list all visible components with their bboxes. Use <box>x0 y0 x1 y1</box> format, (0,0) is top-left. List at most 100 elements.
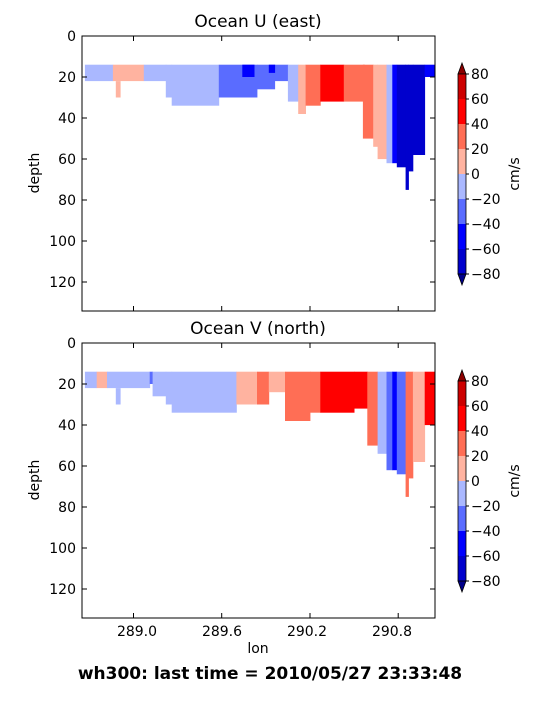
contour-cell <box>268 64 276 73</box>
colorbar-tick-marks <box>466 380 469 582</box>
contour-cell <box>107 371 151 389</box>
x-ticks <box>133 36 399 311</box>
colorbar-label: cm/s <box>507 464 523 497</box>
y-tick-label: 20 <box>58 70 76 86</box>
colorbar-tick-label: 60 <box>471 399 489 415</box>
contour-cell <box>115 388 121 405</box>
contour-cell <box>285 371 311 421</box>
colorbar: 80 60 40 20 0 −20 −40 −60 −80 cm/s <box>457 61 523 287</box>
colorbar-tick-label: 80 <box>471 374 489 390</box>
colorbar-bin <box>458 481 466 506</box>
plot-frame <box>81 342 436 619</box>
colorbar-tick-label: −20 <box>471 192 501 208</box>
colorbar-bin <box>458 531 466 556</box>
colorbar-tick-label: −60 <box>471 549 501 565</box>
contour-cell <box>396 64 406 168</box>
contour-cell <box>257 371 270 405</box>
colorbar-bin <box>458 506 466 531</box>
contour-cell <box>274 64 289 82</box>
y-tick-label: 120 <box>49 275 76 291</box>
colorbar-tick-label: −20 <box>471 499 501 515</box>
contour-cell <box>152 371 167 397</box>
contour-cell <box>405 371 409 497</box>
contour-cell <box>412 371 426 462</box>
colorbar-tick-label: −80 <box>471 267 501 283</box>
contour-cell <box>320 64 345 102</box>
colorbar-tick-label: 40 <box>471 117 489 133</box>
contour-cell <box>84 64 114 82</box>
colorbar-extend-bottom <box>457 273 467 287</box>
x-tick-label: 289.0 <box>117 624 157 640</box>
contour-cell <box>310 371 321 413</box>
colorbar-bin <box>458 431 466 456</box>
contour-cell <box>392 371 398 471</box>
contour-cell <box>377 64 387 160</box>
colorbar-bin <box>458 406 466 431</box>
y-tick-label: 100 <box>49 234 76 250</box>
contour-cell <box>298 64 306 114</box>
contour-cell <box>171 64 220 106</box>
colorbar-bin <box>458 381 466 406</box>
contour-cell <box>362 64 374 139</box>
panel-ocean-v: Ocean V (north) 0 20 40 60 80 100 120 de… <box>27 319 523 657</box>
y-tick-label: 0 <box>67 336 76 352</box>
colorbar-extend-bottom <box>457 580 467 594</box>
colorbar-bin <box>458 99 466 124</box>
y-tick-marks <box>82 35 435 283</box>
colorbar-bin <box>458 224 466 249</box>
contour-cell <box>149 371 153 384</box>
y-tick-label: 40 <box>58 111 76 127</box>
contour-cell <box>96 371 108 389</box>
contour-cell <box>408 371 414 479</box>
y-axis-label: depth <box>27 460 43 501</box>
contour-cell <box>373 64 378 147</box>
colorbar-bin <box>458 249 466 274</box>
contour-cell <box>287 64 299 102</box>
contour-cell <box>268 371 286 393</box>
colorbar-bin <box>458 199 466 224</box>
panel-title: Ocean V (north) <box>190 319 326 339</box>
y-tick-label: 80 <box>58 500 76 516</box>
contour-cell <box>165 64 173 98</box>
contour-cell <box>242 64 255 77</box>
y-tick-marks <box>82 342 435 590</box>
x-axis-label: lon <box>247 641 268 657</box>
panel-title: Ocean U (east) <box>194 12 321 32</box>
contour-cell <box>424 64 436 77</box>
contour-cell <box>171 371 237 413</box>
contour-cell <box>405 64 409 190</box>
contour-cell <box>377 371 387 454</box>
contour-cell <box>236 371 258 405</box>
colorbar-tick-label: 80 <box>471 67 489 83</box>
contour-cell <box>396 371 406 475</box>
colorbar-tick-label: −40 <box>471 524 501 540</box>
colorbar-tick-label: −40 <box>471 217 501 233</box>
contour-cells <box>84 371 436 497</box>
plot-frame <box>81 35 436 312</box>
colorbar-extend-top <box>457 368 467 382</box>
contour-cell <box>424 371 436 426</box>
colorbar-tick-marks <box>466 73 469 275</box>
x-tick-label: 290.8 <box>372 624 412 640</box>
colorbar-bin <box>458 174 466 199</box>
contour-cell <box>386 371 393 471</box>
colorbar-tick-label: 20 <box>471 449 489 465</box>
colorbar-bin <box>458 74 466 99</box>
colorbar-bin <box>458 556 466 581</box>
contour-cell <box>305 64 321 106</box>
figure-caption: wh300: last time = 2010/05/27 23:33:48 <box>77 664 463 684</box>
contour-cell <box>408 64 414 172</box>
colorbar-label: cm/s <box>507 157 523 190</box>
contour-cell <box>386 64 393 164</box>
contour-cell <box>84 371 98 389</box>
contour-cell <box>354 371 368 409</box>
contour-cell <box>112 64 145 82</box>
x-ticks <box>133 343 399 618</box>
colorbar-tick-label: −80 <box>471 574 501 590</box>
colorbar-tick-label: −60 <box>471 242 501 258</box>
y-tick-label: 60 <box>58 152 76 168</box>
contour-cell <box>320 371 355 413</box>
y-tick-label: 80 <box>58 193 76 209</box>
colorbar-tick-label: 0 <box>471 167 480 183</box>
x-tick-label: 290.2 <box>287 624 327 640</box>
